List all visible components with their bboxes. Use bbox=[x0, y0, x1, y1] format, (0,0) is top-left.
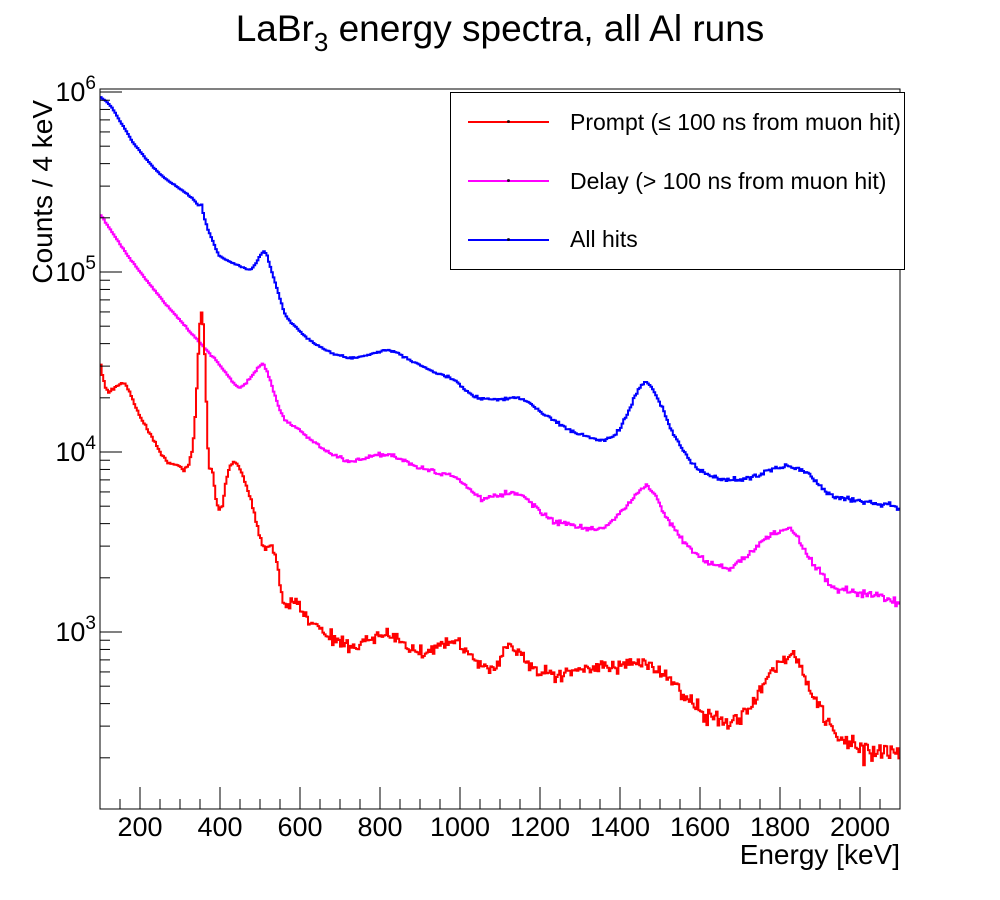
x-tick-label: 800 bbox=[357, 812, 402, 842]
x-tick-label: 200 bbox=[117, 812, 162, 842]
series-curve-all-hits bbox=[100, 96, 900, 511]
x-tick-label: 1600 bbox=[670, 812, 730, 842]
x-tick-label: 600 bbox=[277, 812, 322, 842]
x-tick-label: 1400 bbox=[590, 812, 650, 842]
x-axis-title: Energy [keV] bbox=[740, 839, 900, 870]
x-tick-label: 2000 bbox=[830, 812, 890, 842]
x-tick-label: 1000 bbox=[430, 812, 490, 842]
y-axis-title: Counts / 4 keV bbox=[27, 100, 58, 284]
y-tick-label: 104 bbox=[55, 433, 96, 467]
legend-entry-delay: Delay (> 100 ns from muon hit) bbox=[451, 152, 904, 211]
legend-marker-dot bbox=[507, 120, 510, 124]
legend-label-prompt: Prompt (≤ 100 ns from muon hit) bbox=[570, 108, 901, 135]
y-tick-label: 103 bbox=[55, 613, 96, 647]
series-curve-delay bbox=[100, 214, 900, 608]
y-axis-ticks bbox=[100, 91, 122, 759]
legend: Prompt (≤ 100 ns from muon hit) Delay (>… bbox=[450, 92, 905, 270]
series-curve-prompt bbox=[100, 311, 900, 767]
legend-line-all bbox=[468, 237, 549, 241]
x-tick-label: 1800 bbox=[750, 812, 810, 842]
title-rest: energy spectra, all Al runs bbox=[328, 8, 765, 49]
legend-label-all: All hits bbox=[570, 226, 638, 253]
legend-entry-prompt: Prompt (≤ 100 ns from muon hit) bbox=[451, 93, 904, 152]
title-subscript: 3 bbox=[313, 27, 329, 57]
x-axis-ticks bbox=[119, 787, 881, 809]
y-axis-tick-labels: 103 104 105 106 bbox=[55, 73, 96, 647]
legend-entry-all: All hits bbox=[451, 210, 904, 269]
y-tick-label: 106 bbox=[55, 73, 96, 107]
legend-line-delay bbox=[468, 179, 549, 182]
x-axis-tick-labels: 200 400 600 800 1000 1200 1400 1600 1800 2000 bbox=[117, 812, 890, 842]
y-tick-label: 105 bbox=[55, 253, 96, 287]
legend-marker-dot bbox=[507, 237, 510, 241]
legend-marker-dot bbox=[507, 179, 510, 182]
x-tick-label: 400 bbox=[197, 812, 242, 842]
legend-line-prompt bbox=[468, 120, 549, 124]
title-prefix: LaBr bbox=[235, 8, 314, 49]
page-title: LaBr3 energy spectra, all Al runs bbox=[0, 8, 1000, 58]
x-tick-label: 1200 bbox=[510, 812, 570, 842]
series-curves bbox=[100, 96, 900, 767]
legend-label-delay: Delay (> 100 ns from muon hit) bbox=[570, 167, 887, 194]
